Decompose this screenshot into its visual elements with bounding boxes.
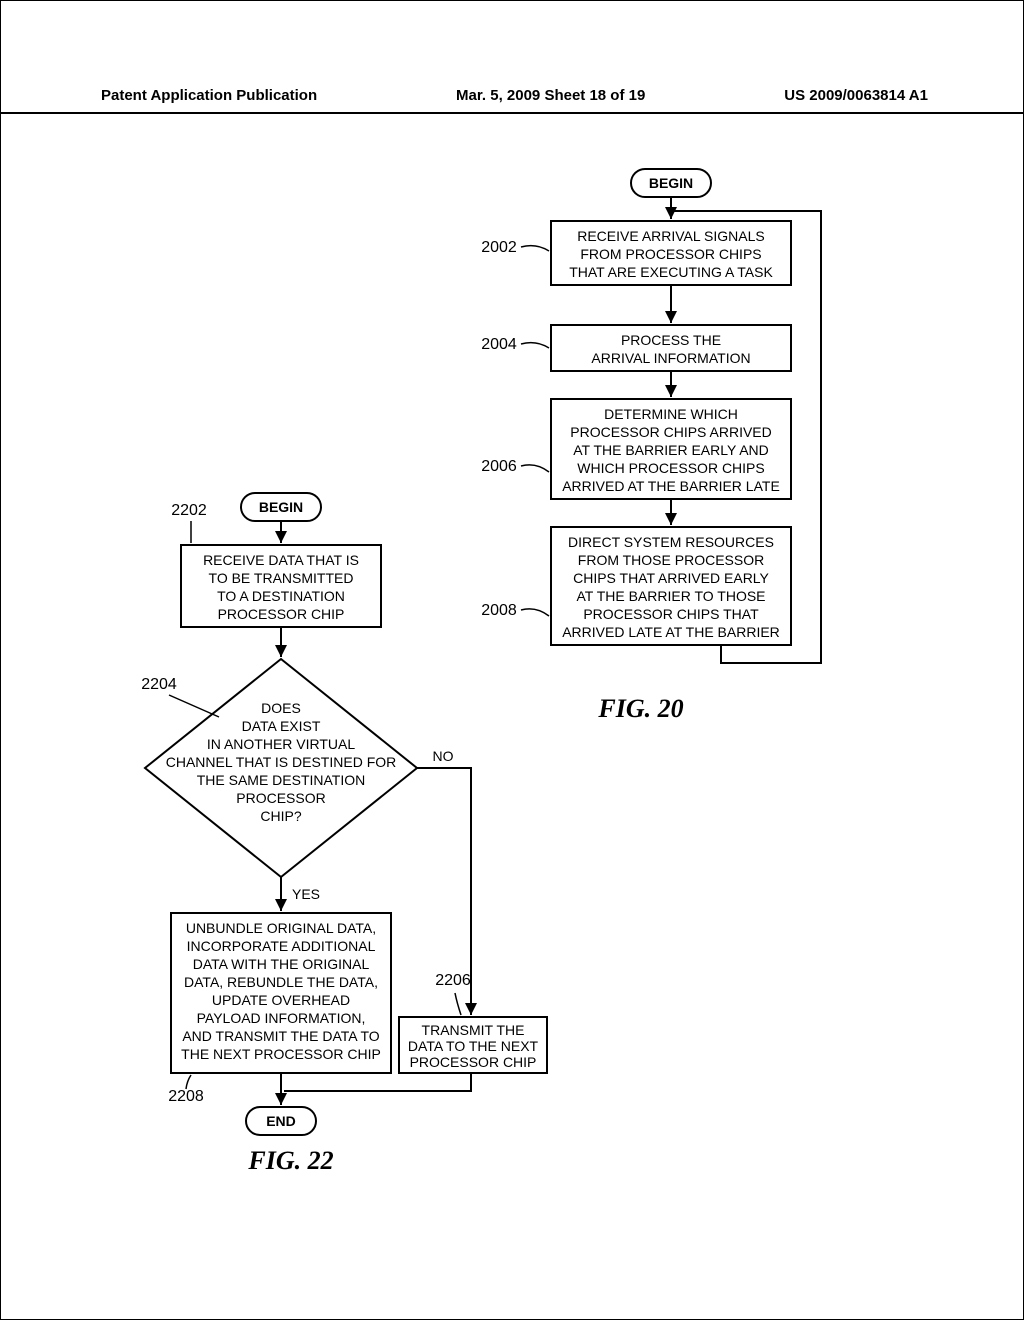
svg-text:THE SAME DESTINATION: THE SAME DESTINATION (197, 772, 366, 788)
svg-text:END: END (266, 1113, 296, 1129)
fig22-ref-2204: 2204 (141, 676, 177, 693)
svg-text:UNBUNDLE ORIGINAL DATA,: UNBUNDLE ORIGINAL DATA, (186, 920, 376, 936)
svg-text:AND TRANSMIT THE DATA TO: AND TRANSMIT THE DATA TO (182, 1028, 379, 1044)
fig22-ref-2208: 2208 (168, 1088, 204, 1105)
fig22-node-2204: DOES DATA EXIST IN ANOTHER VIRTUAL CHANN… (145, 659, 417, 877)
fig22-lead-2208 (186, 1075, 191, 1089)
svg-text:TRANSMIT THE: TRANSMIT THE (422, 1022, 525, 1038)
fig22-lead-2204 (169, 695, 219, 717)
svg-text:THE NEXT PROCESSOR CHIP: THE NEXT PROCESSOR CHIP (181, 1046, 381, 1062)
page: Patent Application Publication Mar. 5, 2… (0, 0, 1024, 1320)
svg-text:DATA TO THE NEXT: DATA TO THE NEXT (408, 1038, 539, 1054)
svg-text:TO A DESTINATION: TO A DESTINATION (217, 588, 345, 604)
svg-text:RECEIVE DATA THAT IS: RECEIVE DATA THAT IS (203, 552, 359, 568)
fig22-node-2202: RECEIVE DATA THAT IS TO BE TRANSMITTED T… (181, 545, 381, 627)
svg-text:PROCESSOR CHIP: PROCESSOR CHIP (410, 1054, 537, 1070)
svg-text:IN ANOTHER VIRTUAL: IN ANOTHER VIRTUAL (207, 736, 356, 752)
svg-text:INCORPORATE ADDITIONAL: INCORPORATE ADDITIONAL (187, 938, 376, 954)
fig22-ref-2202: 2202 (171, 502, 207, 519)
fig22-label-no: NO (433, 748, 454, 764)
svg-text:CHANNEL THAT IS DESTINED FOR: CHANNEL THAT IS DESTINED FOR (166, 754, 397, 770)
fig22-title: FIG. 22 (247, 1146, 333, 1175)
fig22-edge-2206-merge (284, 1073, 471, 1091)
svg-text:DOES: DOES (261, 700, 301, 716)
fig22-svg: BEGIN RECEIVE DATA THAT IS TO BE TRANSMI… (1, 1, 1024, 1321)
svg-text:BEGIN: BEGIN (259, 499, 303, 515)
svg-text:DATA EXIST: DATA EXIST (242, 718, 321, 734)
fig22-end: END (246, 1107, 316, 1135)
svg-text:CHIP?: CHIP? (260, 808, 301, 824)
fig22-ref-2206: 2206 (435, 972, 471, 989)
fig22-label-yes: YES (292, 886, 320, 902)
svg-text:PROCESSOR CHIP: PROCESSOR CHIP (218, 606, 345, 622)
fig22-node-2206: TRANSMIT THE DATA TO THE NEXT PROCESSOR … (399, 1017, 547, 1073)
svg-text:PAYLOAD INFORMATION,: PAYLOAD INFORMATION, (197, 1010, 366, 1026)
fig22-begin: BEGIN (241, 493, 321, 521)
svg-text:PROCESSOR: PROCESSOR (236, 790, 325, 806)
svg-text:DATA, REBUNDLE THE DATA,: DATA, REBUNDLE THE DATA, (184, 974, 378, 990)
svg-text:DATA WITH THE ORIGINAL: DATA WITH THE ORIGINAL (193, 956, 370, 972)
svg-text:UPDATE OVERHEAD: UPDATE OVERHEAD (212, 992, 350, 1008)
fig22-lead-2206 (455, 993, 461, 1015)
fig22-node-2208: UNBUNDLE ORIGINAL DATA, INCORPORATE ADDI… (171, 913, 391, 1073)
svg-text:TO BE TRANSMITTED: TO BE TRANSMITTED (209, 570, 354, 586)
